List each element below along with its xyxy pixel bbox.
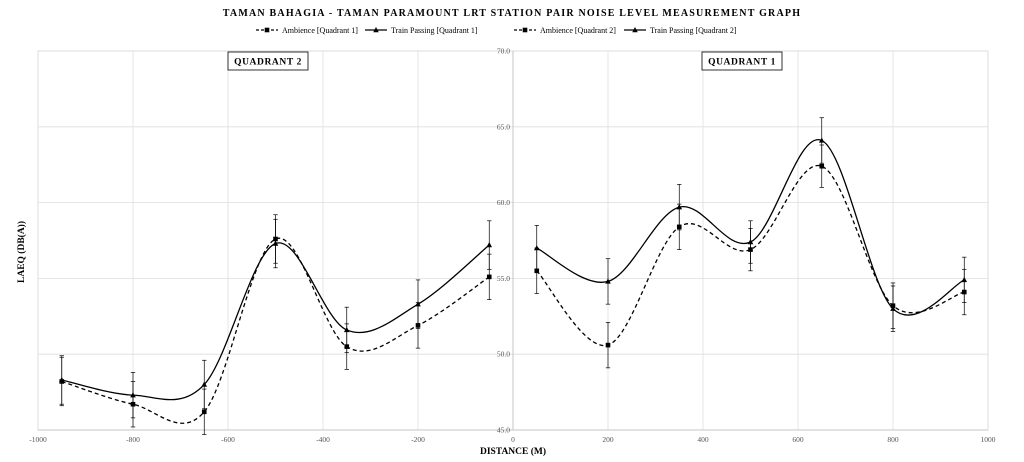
data-point [676, 204, 683, 210]
x-tick-label: 600 [792, 435, 804, 444]
y-axis-ticks: 45.0 50.0 55.0 60.0 65.0 70.0 [497, 47, 510, 435]
x-axis-title: DISTANCE (M) [480, 446, 546, 457]
x-tick-label: -400 [316, 435, 330, 444]
data-point [605, 278, 611, 284]
legend-swatch-marker [264, 27, 270, 33]
data-point [58, 376, 65, 383]
legend-swatch-marker [373, 27, 379, 33]
legend-swatch-marker [632, 27, 638, 33]
x-tick-label: 400 [697, 435, 709, 444]
quadrant-2-label: QUADRANT 2 [234, 58, 302, 68]
data-point [201, 381, 208, 387]
legend-item: Ambience [Quadrant 2] [514, 26, 616, 35]
x-tick-label: 200 [602, 435, 614, 444]
legend-item: Ambience [Quadrant 1] [256, 26, 358, 35]
y-tick-label: 70.0 [497, 47, 510, 56]
x-tick-label: -600 [221, 435, 235, 444]
data-point [272, 240, 279, 246]
data-point [890, 305, 896, 311]
data-point [819, 163, 825, 169]
data-point [486, 242, 493, 248]
gridlines [37, 50, 989, 431]
data-point [415, 301, 421, 307]
x-tick-label: 800 [887, 435, 899, 444]
legend-item: Train Passing [Quadrant 1] [365, 26, 478, 35]
quadrant-1-label-box: QUADRANT 1 [701, 51, 783, 71]
legend-label: Ambience [Quadrant 1] [282, 26, 358, 35]
data-point [961, 276, 968, 283]
y-axis-title: LAEQ (DB(A)) [16, 221, 27, 283]
data-point [747, 239, 754, 245]
series-layer [58, 117, 968, 435]
series-2 [533, 117, 968, 332]
data-point [201, 409, 207, 415]
legend-item: Train Passing [Quadrant 2] [624, 26, 737, 35]
data-point [486, 274, 492, 280]
data-point [818, 137, 825, 143]
data-point [343, 326, 350, 333]
data-point [130, 392, 136, 398]
y-tick-label: 50.0 [497, 350, 510, 359]
legend-label: Ambience [Quadrant 2] [540, 26, 616, 35]
x-axis-ticks: -1000 -800 -600 -400 -200 0 200 400 600 800 1000 [29, 435, 996, 444]
y-tick-label: 65.0 [497, 122, 510, 131]
data-point [533, 245, 540, 251]
y-tick-label: 60.0 [497, 198, 510, 207]
x-tick-label: 1000 [981, 435, 996, 444]
chart-title: TAMAN BAHAGIA - TAMAN PARAMOUNT LRT STAT… [223, 8, 801, 19]
legend: Ambience [Quadrant 1] Train Passing [Quad… [256, 26, 737, 35]
data-point [605, 342, 611, 348]
x-tick-label: -800 [126, 435, 140, 444]
legend-label: Train Passing [Quadrant 1] [391, 26, 478, 35]
x-tick-label: 0 [511, 435, 515, 444]
legend-label: Train Passing [Quadrant 2] [650, 26, 737, 35]
quadrant-2-label-box: QUADRANT 2 [227, 51, 309, 71]
legend-swatch-marker [522, 27, 528, 33]
x-tick-label: -200 [411, 435, 425, 444]
x-tick-label: -1000 [29, 435, 47, 444]
y-tick-label: 55.0 [497, 274, 510, 283]
series-4 [58, 218, 493, 419]
quadrant-1-label: QUADRANT 1 [708, 58, 776, 68]
y-tick-label: 45.0 [497, 426, 510, 435]
